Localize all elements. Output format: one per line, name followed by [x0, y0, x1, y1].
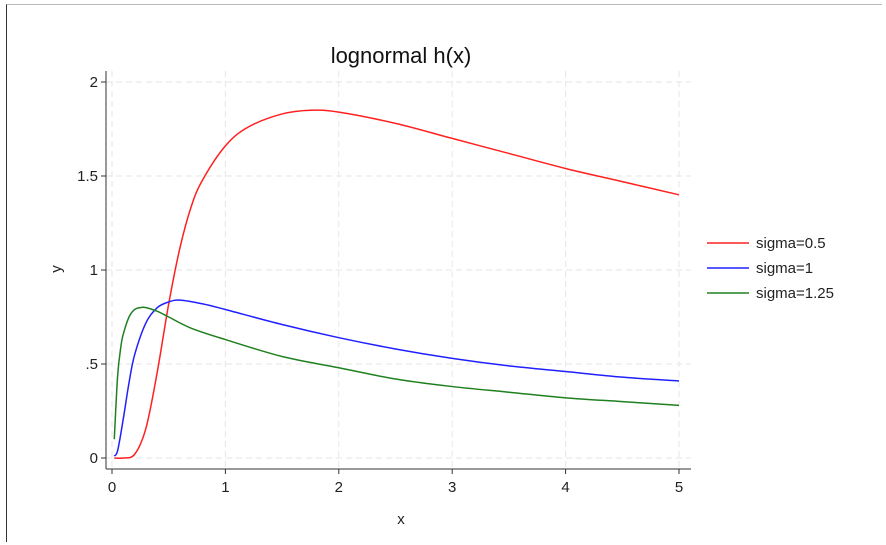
y-axis-label: y: [48, 265, 65, 273]
y-ticks: 0 .5 1 1.5 2: [77, 74, 106, 467]
x-tick-label: 2: [335, 479, 343, 496]
x-tick-label: 1: [221, 479, 229, 496]
legend-label-1: sigma=1: [756, 260, 813, 277]
y-tick-label: .5: [85, 356, 98, 373]
x-tick-label: 3: [448, 479, 456, 496]
grid: [106, 71, 691, 469]
y-tick-label: 0: [90, 450, 98, 467]
x-axis-label: x: [397, 511, 405, 528]
x-tick-label: 4: [561, 479, 569, 496]
y-tick-label: 1.5: [77, 168, 98, 185]
series-line-2: [113, 306, 680, 440]
x-tick-label: 0: [108, 479, 116, 496]
chart-title: lognormal h(x): [331, 43, 472, 68]
chart-frame: 0 1 2 3 4 5 0 .5 1 1.5 2 lognormal h(x) x y sigma…: [6, 4, 882, 542]
legend: sigma=0.5 sigma=1 sigma=1.25: [707, 235, 834, 302]
lognormal-chart: 0 1 2 3 4 5 0 .5 1 1.5 2 lognormal h(x) x y sigma…: [48, 43, 834, 528]
legend-label-2: sigma=1.25: [756, 285, 834, 302]
y-tick-label: 1: [90, 262, 98, 279]
x-tick-label: 5: [675, 479, 683, 496]
x-ticks: 0 1 2 3 4 5: [108, 469, 683, 496]
series-line-0: [114, 109, 680, 460]
series-line-1: [113, 299, 680, 457]
y-tick-label: 2: [90, 74, 98, 91]
series-lines: [113, 109, 680, 460]
legend-label-0: sigma=0.5: [756, 235, 826, 252]
